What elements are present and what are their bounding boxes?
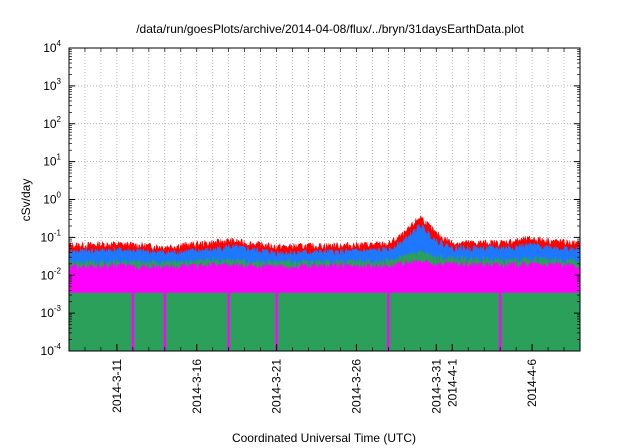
y-tick-label: 102 [43,115,61,131]
series-4-dropout [387,292,390,351]
x-tick-label: 2014-3-26 [349,359,363,414]
chart-title: /data/run/goesPlots/archive/2014-04-08/f… [136,22,524,36]
series-4-dropout [275,292,278,351]
series-4-area [68,259,581,293]
y-tick-label: 104 [43,39,61,55]
series-layer [68,214,581,352]
y-tick-label: 10-4 [41,342,62,358]
y-tick-label: 10-2 [41,266,62,282]
y-tick-label: 100 [43,191,61,207]
x-tick-label: 2014-3-16 [190,359,204,414]
x-tick-label: 2014-4-6 [525,359,539,407]
y-tick-label: 101 [43,153,61,169]
y-axis-label: cSv/day [19,179,33,222]
y-axis: 10-4 10-3 10-2 10-1 100 101 102 103 104 [41,39,580,358]
y-tick-label: 103 [43,77,61,93]
x-axis: 2014-3-11 2014-3-16 2014-3-21 2014-3-26 2014… [84,48,565,414]
series-4-dropout [498,292,502,351]
x-tick-label: 2014-3-31 [429,359,443,414]
series-4-dropout [227,292,230,351]
x-tick-label: 2014-3-21 [270,359,284,414]
x-tick-label: 2014-4-1 [445,359,459,407]
series-4-dropout [131,292,135,351]
x-axis-label: Coordinated Universal Time (UTC) [232,431,416,445]
x-tick-label: 2014-3-11 [110,359,124,413]
y-tick-label: 10-3 [41,304,62,320]
y-tick-label: 10-1 [41,228,62,244]
series-4-dropout [163,292,167,351]
